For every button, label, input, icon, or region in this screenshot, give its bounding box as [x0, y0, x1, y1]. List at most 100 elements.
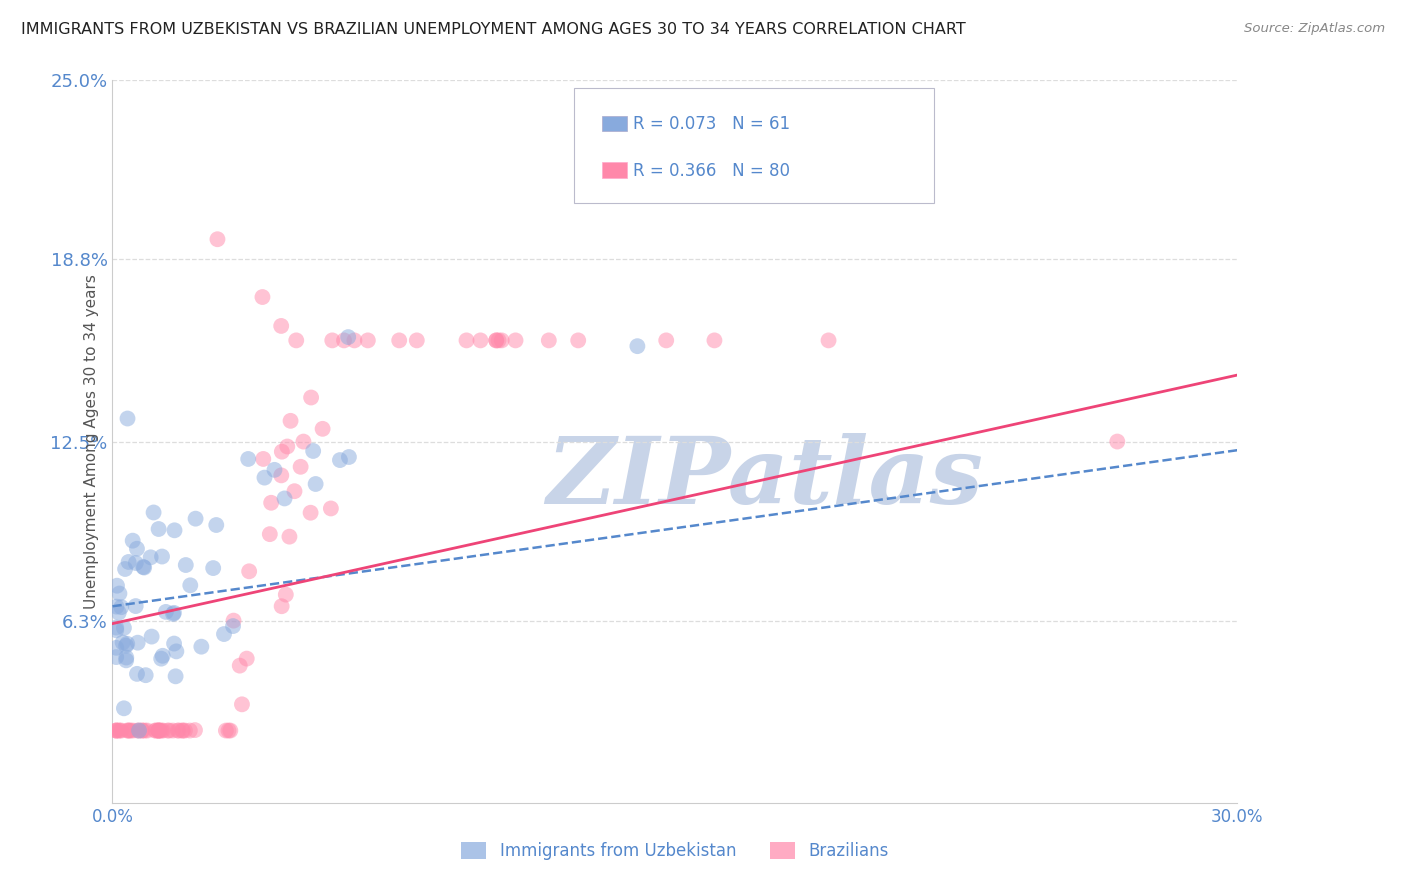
Bar	[602, 162, 627, 178]
Point	[157, 723, 180, 738]
Point	[207, 232, 229, 246]
Point	[152, 723, 174, 738]
Point	[537, 334, 560, 348]
Point	[172, 723, 194, 738]
Point	[485, 334, 508, 348]
Text: R = 0.366   N = 80: R = 0.366 N = 80	[633, 161, 790, 179]
Point	[105, 650, 128, 665]
Point	[131, 723, 153, 738]
Point	[105, 723, 128, 738]
Point	[107, 606, 129, 620]
Point	[105, 624, 128, 638]
Point	[108, 586, 131, 600]
Point	[292, 434, 315, 449]
Point	[290, 459, 312, 474]
Point	[131, 723, 153, 738]
Point	[205, 518, 228, 533]
Point	[145, 723, 167, 738]
Point	[252, 290, 274, 304]
Point	[165, 644, 187, 658]
Point	[238, 452, 260, 467]
FancyBboxPatch shape	[574, 87, 934, 203]
Point	[253, 470, 276, 484]
Point	[405, 334, 427, 348]
Y-axis label: Unemployment Among Ages 30 to 34 years: Unemployment Among Ages 30 to 34 years	[83, 274, 98, 609]
Point	[278, 530, 301, 544]
Point	[166, 723, 188, 738]
Point	[148, 723, 170, 738]
Point	[229, 658, 252, 673]
Point	[222, 614, 245, 628]
Point	[337, 330, 360, 344]
Point	[505, 334, 527, 348]
Point	[626, 339, 648, 353]
Point	[179, 578, 201, 592]
Point	[115, 637, 138, 651]
Point	[219, 723, 242, 738]
Point	[136, 723, 159, 738]
Point	[274, 588, 297, 602]
Point	[491, 334, 513, 348]
Point	[143, 723, 166, 738]
Point	[388, 334, 411, 348]
Point	[263, 463, 285, 477]
Point	[485, 334, 508, 348]
Point	[125, 556, 148, 570]
Point	[259, 527, 281, 541]
Point	[163, 606, 186, 620]
Point	[135, 668, 157, 682]
Point	[115, 639, 138, 653]
Point	[115, 653, 138, 667]
Point	[190, 640, 212, 654]
Point	[179, 723, 201, 738]
Point	[212, 627, 235, 641]
Point	[167, 723, 190, 738]
Legend: Immigrants from Uzbekistan, Brazilians: Immigrants from Uzbekistan, Brazilians	[454, 835, 896, 867]
Point	[162, 723, 184, 738]
Point	[117, 723, 139, 738]
Point	[112, 621, 135, 635]
Point	[163, 636, 186, 650]
Point	[150, 549, 173, 564]
Point	[112, 701, 135, 715]
Point	[343, 334, 366, 348]
Point	[120, 723, 142, 738]
Point	[488, 334, 510, 348]
Text: Source: ZipAtlas.com: Source: ZipAtlas.com	[1244, 22, 1385, 36]
Point	[184, 723, 207, 738]
Point	[125, 666, 148, 681]
Point	[139, 550, 162, 565]
Point	[273, 491, 295, 506]
Point	[162, 607, 184, 621]
Point	[260, 496, 283, 510]
Point	[117, 723, 139, 738]
Point	[222, 619, 245, 633]
Point	[329, 453, 352, 467]
Point	[110, 723, 132, 738]
Point	[105, 640, 128, 655]
Point	[567, 334, 589, 348]
Point	[105, 579, 128, 593]
Point	[321, 334, 343, 348]
Point	[319, 501, 342, 516]
Point	[115, 650, 138, 665]
Point	[163, 524, 186, 538]
Point	[127, 723, 149, 738]
Point	[152, 648, 174, 663]
Point	[270, 444, 292, 458]
Point	[174, 558, 197, 572]
Point	[174, 723, 197, 738]
Point	[270, 318, 292, 333]
Point	[202, 561, 225, 575]
Point	[456, 334, 478, 348]
Point	[235, 651, 257, 665]
Point	[156, 723, 179, 738]
Point	[121, 533, 143, 548]
Point	[218, 723, 240, 738]
Point	[1107, 434, 1129, 449]
Point	[105, 621, 128, 635]
Point	[337, 450, 360, 464]
Point	[238, 564, 260, 578]
Point	[302, 444, 325, 458]
Point	[270, 468, 292, 483]
